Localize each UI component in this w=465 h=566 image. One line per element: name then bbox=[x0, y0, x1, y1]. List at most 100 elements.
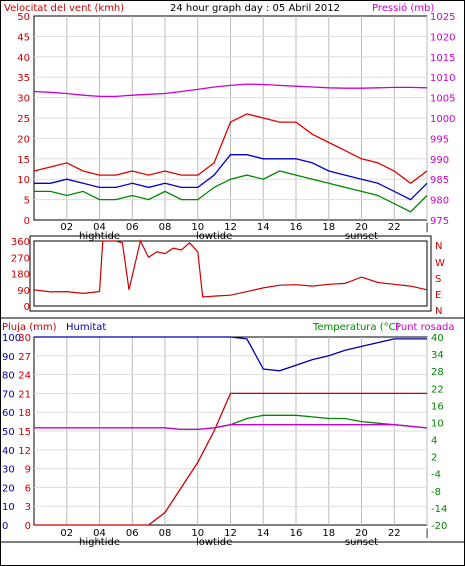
temp-x-tick-label: 12 bbox=[224, 528, 237, 539]
direction-panel-border bbox=[29, 235, 432, 312]
rain-y-tick-label: 30 bbox=[18, 333, 31, 344]
temperature-y-tick-label: 28 bbox=[431, 367, 444, 378]
wind-x-tick-label: 08 bbox=[159, 222, 172, 233]
pressure-y-tick-label: 1020 bbox=[430, 32, 455, 43]
humidity-y-tick-label: 100 bbox=[2, 333, 21, 344]
dir-letter-n-top: N bbox=[435, 241, 442, 252]
temp-x-tick-label: 08 bbox=[159, 528, 172, 539]
temp-x-tick-label: 02 bbox=[60, 528, 73, 539]
rain-y-tick-label: 18 bbox=[18, 408, 31, 419]
wind-y-tick-label: 50 bbox=[17, 12, 30, 23]
temperature-y-tick-label: -8 bbox=[431, 487, 441, 498]
humidity-y-tick-label: 90 bbox=[2, 352, 15, 363]
temperature-y-tick-label: 34 bbox=[431, 350, 444, 361]
direction-y-tick-label: 360 bbox=[11, 237, 30, 248]
humidity-y-tick-label: 30 bbox=[2, 465, 15, 476]
wind-x-tick-label: 02 bbox=[60, 222, 73, 233]
wind-event-label: lowtide bbox=[196, 231, 232, 242]
rain-y-tick-label: 9 bbox=[25, 465, 31, 476]
average-series-line bbox=[34, 154, 428, 201]
rain-y-tick-label: 6 bbox=[25, 483, 31, 494]
humidity-y-tick-label: 80 bbox=[2, 371, 15, 382]
dir-letter-e: E bbox=[435, 290, 441, 301]
rain-y-tick-label: 12 bbox=[18, 446, 31, 457]
humidity-y-tick-label: 50 bbox=[2, 427, 15, 438]
direction-y-tick-label: 90 bbox=[17, 286, 30, 297]
temperature-y-tick-label: 16 bbox=[431, 401, 444, 412]
rain-y-tick-label: 27 bbox=[18, 352, 31, 363]
temperature-y-tick-label: 10 bbox=[431, 418, 444, 429]
dir-letter-n-bottom: N bbox=[435, 306, 442, 317]
pressure-y-tick-label: 1010 bbox=[430, 73, 455, 84]
rain-y-tick-label: 3 bbox=[25, 502, 31, 513]
humidity-y-tick-label: 0 bbox=[2, 521, 8, 532]
pressure-y-tick-label: 975 bbox=[430, 216, 449, 227]
humitat-series-line bbox=[34, 336, 427, 372]
wind-x-tick-label: 22 bbox=[388, 222, 401, 233]
wind-x-tick-label: 18 bbox=[322, 222, 335, 233]
temp-x-tick-label: 14 bbox=[257, 528, 270, 539]
temperature-y-tick-label: -4 bbox=[431, 470, 441, 481]
gust-series-line bbox=[33, 113, 428, 185]
temp-x-tick-label: 22 bbox=[388, 528, 401, 539]
pressure-y-tick-label: 995 bbox=[430, 134, 449, 145]
temperature-title: Temperatura (°C) bbox=[312, 322, 400, 333]
temp-x-tick-label: 18 bbox=[322, 528, 335, 539]
temperature-y-tick-label: 4 bbox=[431, 436, 437, 447]
wind-x-tick-label: 04 bbox=[93, 222, 106, 233]
temp-x-tick-label: 04 bbox=[93, 528, 106, 539]
wind-event-label: hightide bbox=[79, 231, 120, 242]
wind-y-tick-label: 40 bbox=[17, 53, 30, 64]
humidity-y-tick-label: 20 bbox=[2, 483, 15, 494]
temperature-y-tick-label: -20 bbox=[431, 521, 447, 532]
wind-x-tick-label: 20 bbox=[355, 222, 368, 233]
humidity-y-tick-label: 10 bbox=[2, 502, 15, 513]
wind-y-tick-label: 30 bbox=[17, 94, 30, 105]
minimum-series-line bbox=[34, 170, 428, 213]
wind-x-tick-label: | bbox=[425, 222, 428, 233]
temp-x-tick-label: | bbox=[425, 528, 428, 539]
pressure-y-tick-label: 1000 bbox=[430, 114, 455, 125]
wind-y-tick-label: 10 bbox=[17, 175, 30, 186]
pressure-y-tick-label: 990 bbox=[430, 155, 449, 166]
temp-x-tick-label: 10 bbox=[191, 528, 204, 539]
temp-x-tick-label: 16 bbox=[290, 528, 303, 539]
plujamm-series-line bbox=[34, 392, 427, 526]
pressure-y-tick-label: 1005 bbox=[430, 94, 455, 105]
wind-y-tick-label: 15 bbox=[17, 155, 30, 166]
rain-title: Pluja (mm) bbox=[2, 322, 57, 333]
humidity-y-tick-label: 70 bbox=[2, 389, 15, 400]
pressure-y-tick-label: 1025 bbox=[430, 12, 455, 23]
wind-y-tick-label: 20 bbox=[17, 134, 30, 145]
pressure-series-line bbox=[33, 83, 428, 98]
wind-y-tick-label: 45 bbox=[17, 32, 30, 43]
temp-x-tick-label: 06 bbox=[126, 528, 139, 539]
pressure-title: Pressió (mb) bbox=[372, 2, 434, 14]
rain-y-tick-label: 15 bbox=[18, 427, 31, 438]
dew-title: Punt rosada bbox=[395, 322, 454, 333]
temp-event-label: hightide bbox=[79, 537, 120, 548]
wind-x-tick-label: 12 bbox=[224, 222, 237, 233]
wind-y-tick-label: 0 bbox=[24, 216, 30, 227]
graph-title: 24 hour graph day : 05 Abril 2012 bbox=[170, 3, 340, 14]
pressure-y-tick-label: 1015 bbox=[430, 53, 455, 64]
temp-event-label: lowtide bbox=[196, 537, 232, 548]
temp-x-tick-label: 20 bbox=[355, 528, 368, 539]
humidity-title: Humitat bbox=[66, 322, 106, 333]
pressure-y-tick-label: 985 bbox=[430, 175, 449, 186]
wind-x-tick-label: 06 bbox=[126, 222, 139, 233]
wind-x-tick-label: 16 bbox=[290, 222, 303, 233]
wind-x-tick-label: 14 bbox=[257, 222, 270, 233]
humidity-y-tick-label: 60 bbox=[2, 408, 15, 419]
direction-y-tick-label: 0 bbox=[24, 302, 30, 313]
direction-plot-frame bbox=[33, 240, 428, 307]
temperature-y-tick-label: 2 bbox=[431, 453, 437, 464]
temperature-y-tick-label: -14 bbox=[431, 504, 447, 515]
wind-y-tick-label: 25 bbox=[17, 114, 30, 125]
humidity-y-tick-label: 40 bbox=[2, 446, 15, 457]
temp-event-label: sunset bbox=[345, 537, 378, 548]
puntrosada-series-line bbox=[34, 424, 428, 431]
wind-x-tick-label: 10 bbox=[191, 222, 204, 233]
direction-y-tick-label: 180 bbox=[11, 270, 30, 281]
